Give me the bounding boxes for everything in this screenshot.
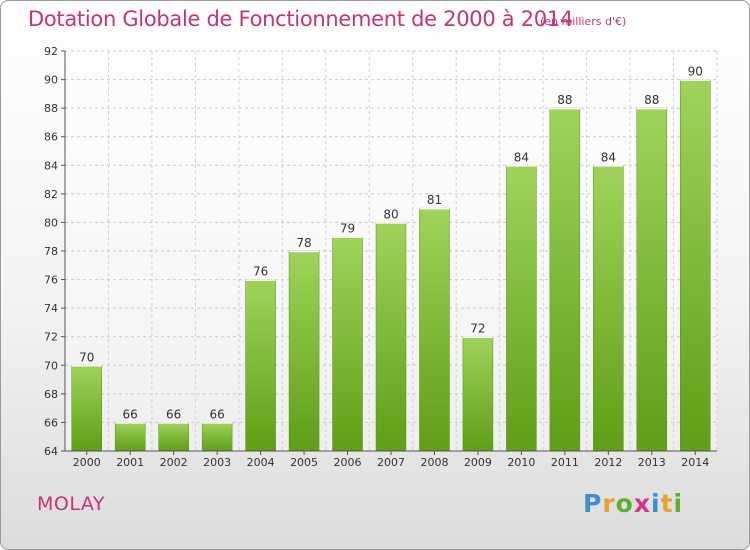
data-label: 84	[601, 150, 616, 164]
brand-letter: o	[615, 489, 634, 518]
x-tick-label: 2000	[73, 456, 101, 469]
data-label: 78	[296, 236, 311, 250]
x-tick-label: 2014	[681, 456, 709, 469]
y-tick-label: 76	[44, 274, 58, 287]
x-tick-label: 2009	[464, 456, 492, 469]
y-tick-label: 92	[44, 45, 58, 58]
data-label: 66	[166, 407, 181, 421]
proxiti-logo: Proxiti	[583, 489, 683, 518]
y-tick-label: 86	[44, 131, 58, 144]
y-tick-label: 66	[44, 416, 58, 429]
data-label: 70	[79, 350, 94, 364]
data-label: 90	[688, 65, 703, 79]
x-tick-label: 2007	[377, 456, 405, 469]
x-tick-label: 2003	[203, 456, 231, 469]
y-tick-label: 72	[44, 331, 58, 344]
bar	[462, 336, 494, 452]
brand-letter: i	[651, 489, 661, 518]
y-tick-label: 88	[44, 102, 58, 115]
data-label: 72	[470, 322, 485, 336]
x-tick-label: 2013	[638, 456, 666, 469]
bar	[332, 236, 363, 452]
x-tick-label: 2001	[116, 456, 144, 469]
y-tick-label: 70	[44, 359, 58, 372]
data-label: 76	[253, 265, 268, 279]
brand-letter: x	[633, 489, 651, 518]
bar	[201, 422, 233, 452]
bar	[419, 207, 450, 452]
data-label: 80	[383, 207, 398, 221]
data-label: 88	[644, 93, 659, 107]
y-tick-label: 68	[44, 388, 58, 401]
data-label: 79	[340, 222, 355, 236]
data-label: 84	[514, 150, 529, 164]
data-label: 66	[123, 407, 138, 421]
y-tick-label: 80	[44, 216, 58, 229]
data-label: 81	[427, 193, 442, 207]
y-tick-label: 78	[44, 245, 58, 258]
x-tick-label: 2004	[247, 456, 275, 469]
data-label: 88	[557, 93, 572, 107]
bar	[593, 165, 624, 452]
x-tick-label: 2012	[594, 456, 622, 469]
bar	[288, 250, 320, 452]
town-name: MOLAY	[37, 493, 105, 515]
x-tick-label: 2006	[334, 456, 362, 469]
y-tick-label: 82	[44, 188, 58, 201]
bar	[245, 279, 276, 452]
bar	[158, 422, 189, 452]
brand-letter: t	[660, 489, 674, 518]
x-tick-label: 2011	[551, 456, 579, 469]
y-tick-label: 74	[44, 302, 58, 315]
chart-title: Dotation Globale de Fonctionnement de 20…	[28, 7, 573, 31]
bar	[549, 107, 581, 452]
x-tick-label: 2010	[507, 456, 535, 469]
unit-label: (en milliers d'€)	[540, 15, 627, 28]
brand-letter: P	[583, 489, 603, 518]
bar	[114, 422, 146, 452]
data-label: 66	[209, 407, 224, 421]
bar	[506, 165, 537, 452]
x-tick-label: 2005	[290, 456, 318, 469]
x-tick-label: 2002	[160, 456, 188, 469]
y-tick-label: 84	[44, 159, 58, 172]
brand-letter: i	[673, 489, 684, 518]
y-tick-label: 64	[44, 445, 58, 458]
bar	[680, 79, 711, 452]
bar	[71, 365, 102, 452]
x-tick-label: 2008	[420, 456, 448, 469]
y-tick-label: 90	[44, 74, 58, 87]
bar	[375, 222, 407, 452]
brand-letter: r	[602, 489, 616, 518]
bar	[636, 107, 668, 452]
